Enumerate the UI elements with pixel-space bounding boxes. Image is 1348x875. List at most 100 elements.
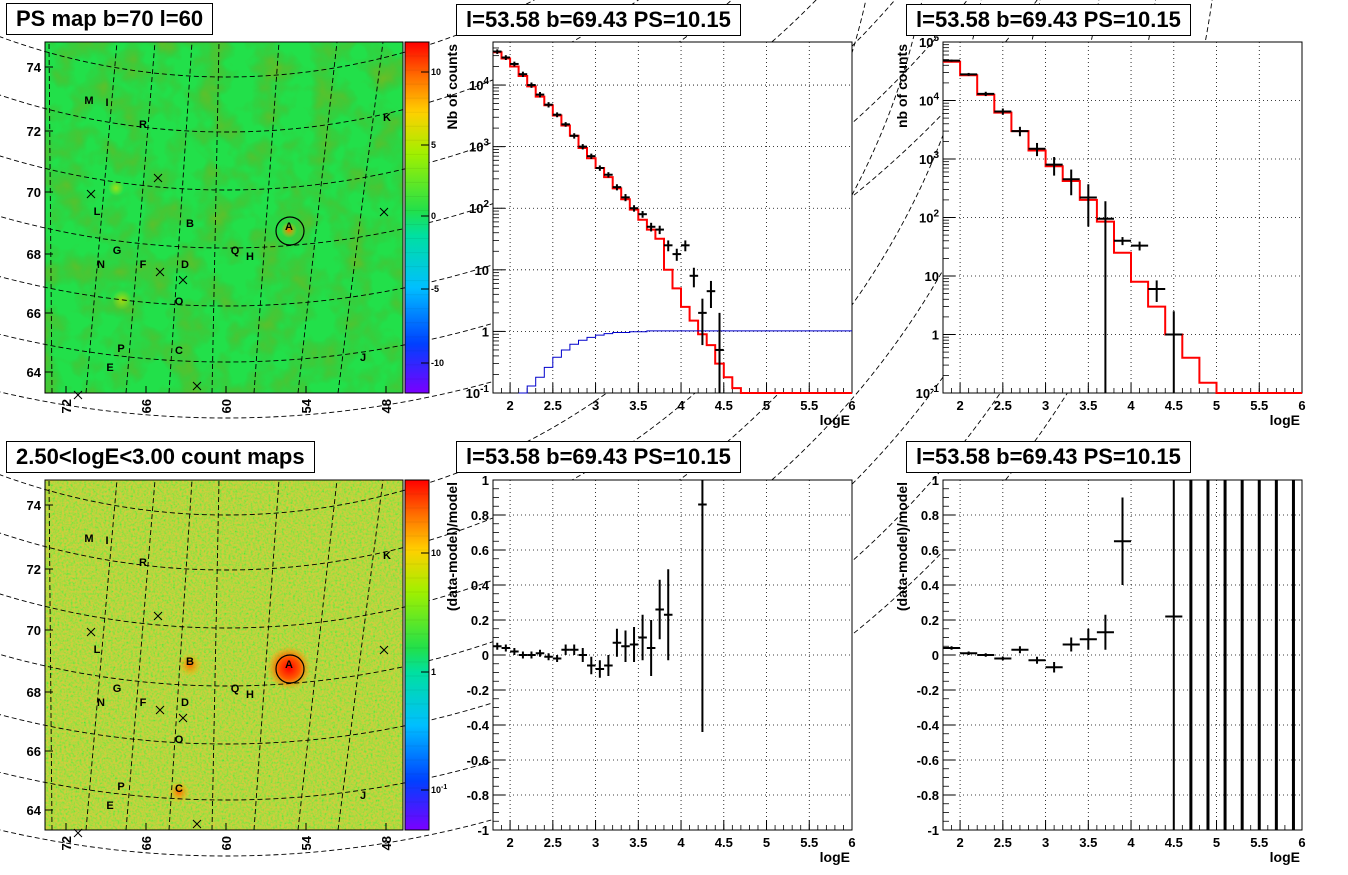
latitude-line	[0, 0, 1100, 745]
longitude-line	[253, 479, 280, 831]
x-tick-label: 2	[506, 835, 513, 850]
longitude-line	[85, 41, 118, 394]
latitude-line	[0, 0, 1038, 419]
candidate-marker	[155, 267, 165, 277]
source-label: Q	[231, 683, 240, 695]
source-label: H	[246, 689, 254, 701]
source-label: D	[181, 697, 189, 709]
y-tick-label: 70	[27, 185, 41, 200]
x-tick-label: 3	[592, 398, 599, 413]
x-axis-label: logE	[820, 412, 850, 428]
x-tick-label: 5.5	[1250, 835, 1268, 850]
x-tick-label: 54	[299, 398, 314, 413]
source-label: R	[139, 557, 147, 569]
candidate-marker	[178, 275, 188, 285]
x-tick-label: 48	[379, 399, 394, 413]
latitude-line	[0, 0, 896, 307]
candidate-marker	[155, 705, 165, 715]
y-tick-label: 103	[919, 150, 939, 167]
map2-title: 2.50<logE<3.00 count maps	[6, 441, 315, 473]
source-label: K	[383, 112, 391, 124]
source-label: L	[94, 206, 101, 218]
y-tick-label: 74	[27, 60, 42, 75]
y-tick-label: 72	[27, 562, 41, 577]
longitude-line	[85, 479, 118, 831]
source-circle	[275, 654, 305, 684]
y-axis-label: (data-model)/model	[894, 482, 910, 611]
longitude-line	[48, 41, 53, 394]
x-tick-label: 5	[763, 398, 770, 413]
y-tick-label: 103	[469, 138, 489, 155]
source-label: O	[175, 734, 184, 746]
colorbar-tick-label: -5	[431, 284, 439, 294]
longitude-line	[297, 41, 338, 394]
x-tick-label: 54	[299, 835, 314, 850]
longitude-line	[48, 479, 53, 831]
source-label: D	[181, 259, 189, 271]
x-tick-label: 2.5	[994, 835, 1012, 850]
y-tick-label: -0.2	[917, 683, 939, 698]
y-tick-label: -0.4	[917, 718, 940, 733]
candidate-marker	[153, 173, 163, 183]
y-tick-label: -1	[477, 823, 489, 838]
source-label: J	[360, 352, 366, 364]
x-tick-label: 4	[1127, 835, 1135, 850]
y-tick-label: 0	[482, 648, 489, 663]
x-tick-label: 5	[763, 835, 770, 850]
latitude-line	[0, 0, 923, 571]
x-tick-label: 4.5	[1165, 835, 1183, 850]
candidate-marker	[178, 713, 188, 723]
y-tick-label: 68	[27, 247, 41, 262]
y-tick-label: 10-1	[466, 384, 490, 401]
x-tick-label: 6	[848, 398, 855, 413]
y-tick-label: 66	[27, 744, 41, 759]
model-histogram	[493, 51, 852, 394]
longitude-line	[168, 41, 193, 394]
y-tick-label: 10	[475, 263, 489, 278]
colorbar-tick-label: 5	[431, 140, 436, 150]
x-tick-label: 66	[139, 836, 154, 850]
chart-res1: 2 2.5 3 3.5 4 4.5 5 5.5 6 -1 -0.8 -0.6 -0.4 -0.2 0 0.2 0…	[444, 473, 856, 865]
x-tick-label: 3	[1042, 835, 1049, 850]
source-label: G	[113, 245, 122, 257]
colorbar-tick-label: 10	[431, 67, 441, 77]
y-tick-label: 74	[27, 498, 42, 513]
source-label: B	[186, 218, 194, 230]
colorbar-tick-label: 0	[431, 211, 436, 221]
x-tick-label: 72	[59, 836, 74, 850]
y-tick-label: 1	[932, 328, 939, 343]
latitude-line	[0, 0, 535, 78]
source-label: I	[105, 535, 108, 547]
x-tick-label: 60	[219, 836, 234, 850]
x-tick-label: 2	[506, 398, 513, 413]
source-label: N	[97, 259, 105, 271]
colorbar-tick-label: 10-1	[431, 784, 447, 795]
colorbar	[404, 41, 430, 394]
y-tick-label: 10-1	[916, 384, 940, 401]
source-circle	[275, 216, 305, 246]
map-frame	[44, 479, 404, 831]
x-tick-label: 4.5	[715, 398, 733, 413]
colorbar-tick-label: 1	[431, 667, 436, 677]
plot-frame	[942, 41, 1303, 394]
source-label: P	[117, 781, 124, 793]
source-label: K	[383, 550, 391, 562]
longitude-line	[253, 41, 280, 394]
y-tick-label: 68	[27, 685, 41, 700]
y-tick-label: 104	[469, 76, 489, 93]
y-axis-label: Nb of counts	[444, 44, 460, 130]
y-tick-label: 0.4	[921, 578, 940, 593]
latitude-line	[0, 0, 968, 363]
x-tick-label: 2.5	[544, 398, 562, 413]
candidate-marker	[73, 828, 83, 838]
x-tick-label: 4	[1127, 398, 1135, 413]
y-tick-label: 0.4	[471, 578, 490, 593]
chart-res2: 2 2.5 3 3.5 4 4.5 5 5.5 6 -1 -0.8 -0.6 -0.4 -0.2 0 0.2 0…	[894, 473, 1306, 865]
spectrum1-title: l=53.58 b=69.43 PS=10.15	[456, 4, 741, 36]
source-label: E	[106, 800, 113, 812]
latitude-line	[0, 0, 1213, 857]
x-tick-label: 48	[379, 836, 394, 850]
